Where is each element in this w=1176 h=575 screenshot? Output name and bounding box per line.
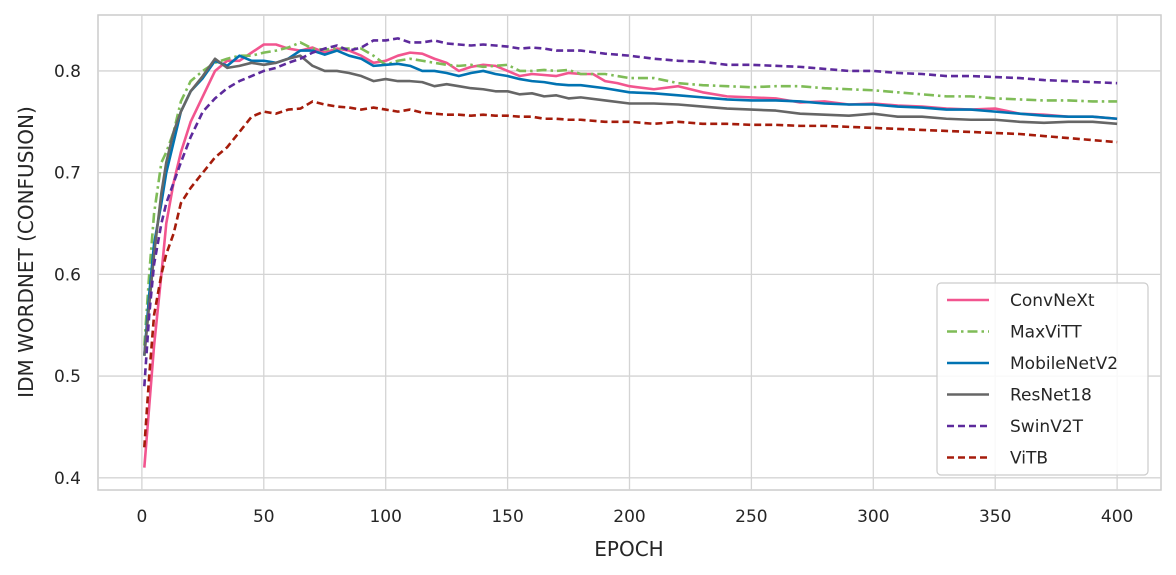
x-axis-ticks: 0 50 100 150 200 250 300 350 400: [136, 507, 1133, 527]
series-line-resnet18: [143, 54, 1118, 356]
legend-label: MaxViTT: [1010, 323, 1082, 343]
legend-label: SwinV2T: [1010, 417, 1084, 437]
x-tick-label: 250: [735, 507, 767, 527]
x-axis-label: EPOCH: [594, 537, 663, 561]
y-axis-ticks: 0.4 0.5 0.6 0.7 0.8: [54, 62, 81, 489]
x-tick-label: 0: [136, 507, 147, 527]
y-tick-label: 0.6: [54, 265, 81, 285]
legend-label: MobileNetV2: [1010, 354, 1118, 374]
y-tick-label: 0.8: [54, 62, 81, 82]
legend-label: ResNet18: [1010, 386, 1092, 406]
x-tick-label: 300: [857, 507, 889, 527]
y-tick-label: 0.7: [54, 164, 81, 184]
series-line-maxvitt: [143, 41, 1118, 346]
legend: ConvNeXt MaxViTT MobileNetV2 ResNet18 SwinV2…: [936, 282, 1149, 476]
x-tick-label: 200: [613, 507, 645, 527]
grid-lines: [98, 15, 1161, 490]
x-tick-label: 50: [253, 507, 275, 527]
y-tick-label: 0.4: [54, 469, 81, 489]
legend-label: ViTB: [1010, 449, 1048, 469]
x-tick-label: 350: [979, 507, 1011, 527]
series-line-mobilenetv2: [143, 49, 1118, 356]
legend-box: [936, 282, 1149, 476]
y-tick-label: 0.5: [54, 367, 81, 387]
y-axis-label: IDM WORDNET (CONFUSION): [14, 106, 38, 398]
series-line-swinv2t: [143, 37, 1118, 387]
legend-label: ConvNeXt: [1010, 291, 1095, 311]
x-tick-label: 100: [369, 507, 401, 527]
x-tick-label: 400: [1101, 507, 1133, 527]
series-lines: [143, 37, 1118, 468]
x-tick-label: 150: [491, 507, 523, 527]
series-line-vitb: [143, 100, 1118, 448]
